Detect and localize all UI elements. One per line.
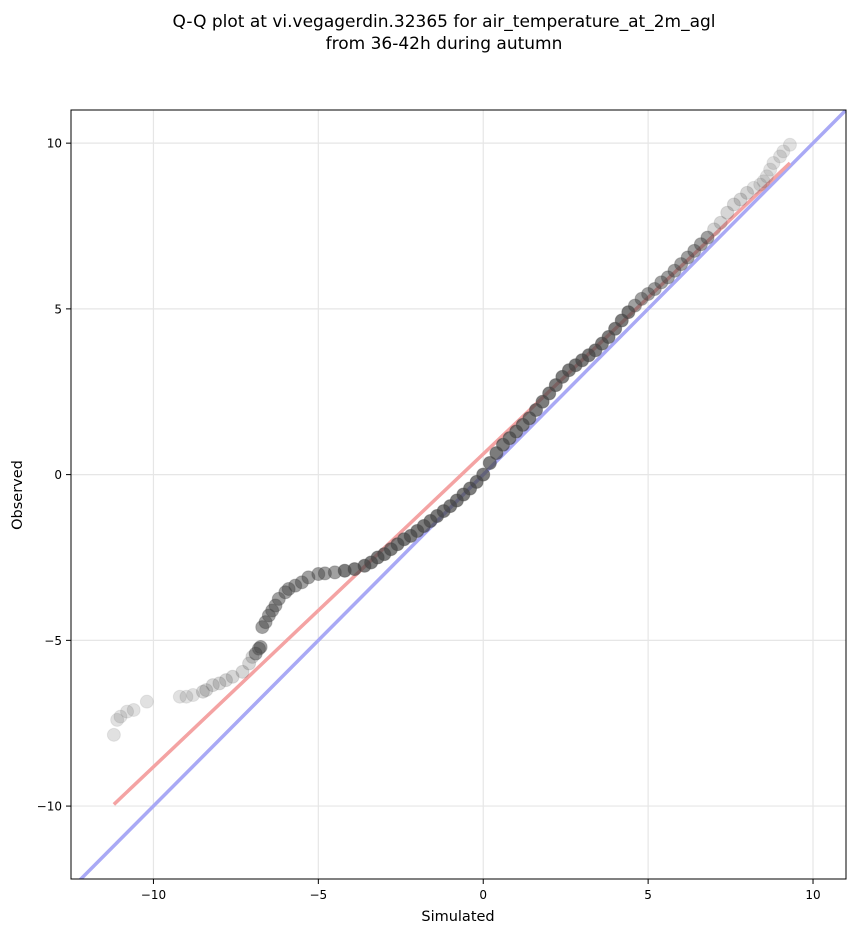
x-tick-label: 0 — [479, 888, 487, 902]
qq-point — [179, 689, 194, 704]
qq-point — [756, 174, 771, 189]
qq-point — [713, 215, 728, 230]
qq-point — [242, 656, 257, 671]
qq-point — [726, 197, 741, 212]
qq-point — [773, 149, 788, 164]
y-tick-label: −5 — [44, 634, 62, 648]
plot-area-frame — [70, 109, 847, 880]
qq-point — [139, 694, 154, 709]
quantile-points — [106, 137, 797, 742]
qq-point — [186, 688, 201, 703]
qq-point — [707, 222, 722, 237]
qq-point — [113, 709, 128, 724]
qq-point — [253, 639, 268, 654]
y-tick-label: 0 — [54, 468, 62, 482]
qq-point — [720, 205, 735, 220]
y-tick-label: −10 — [37, 800, 62, 814]
qq-point — [782, 137, 797, 152]
qq-point — [212, 676, 227, 691]
qq-point — [763, 162, 778, 177]
qq-point — [219, 673, 233, 688]
x-tick-label: −5 — [309, 888, 327, 902]
y-axis-label: Observed — [10, 460, 26, 530]
qq-point — [733, 192, 748, 207]
qq-point — [766, 156, 781, 171]
x-axis-label: Simulated — [421, 909, 494, 925]
qq-point — [195, 684, 210, 699]
grid-lines — [71, 110, 846, 879]
qq-point — [482, 456, 497, 471]
qq-point — [126, 702, 141, 717]
qq-point — [759, 169, 774, 184]
qq-point — [753, 177, 768, 192]
qq-point — [172, 689, 187, 704]
x-tick-label: 5 — [644, 888, 652, 902]
qq-point — [476, 467, 491, 482]
qq-point — [110, 712, 125, 727]
x-tick-label: −10 — [141, 888, 166, 902]
qq-point — [740, 185, 755, 200]
axis-ticks: −10 −5 0 5 10 −10 −5 0 5 10 — [37, 137, 821, 902]
y-tick-label: 5 — [54, 302, 62, 316]
qq-point — [776, 144, 791, 159]
qq-point — [225, 669, 240, 684]
qq-point — [700, 230, 715, 245]
x-tick-label: 10 — [805, 888, 820, 902]
qq-point — [205, 678, 220, 693]
qq-point — [235, 664, 250, 679]
qq-point — [199, 683, 214, 698]
qq-point — [746, 180, 761, 195]
qq-point — [106, 727, 121, 742]
chart-title-line-1: Q-Q plot at vi.vegagerdin.32365 for air_… — [172, 12, 715, 32]
y-tick-label: 10 — [47, 137, 62, 151]
qq-point — [120, 704, 135, 719]
chart-title-line-2: from 36-42h during autumn — [326, 34, 563, 54]
